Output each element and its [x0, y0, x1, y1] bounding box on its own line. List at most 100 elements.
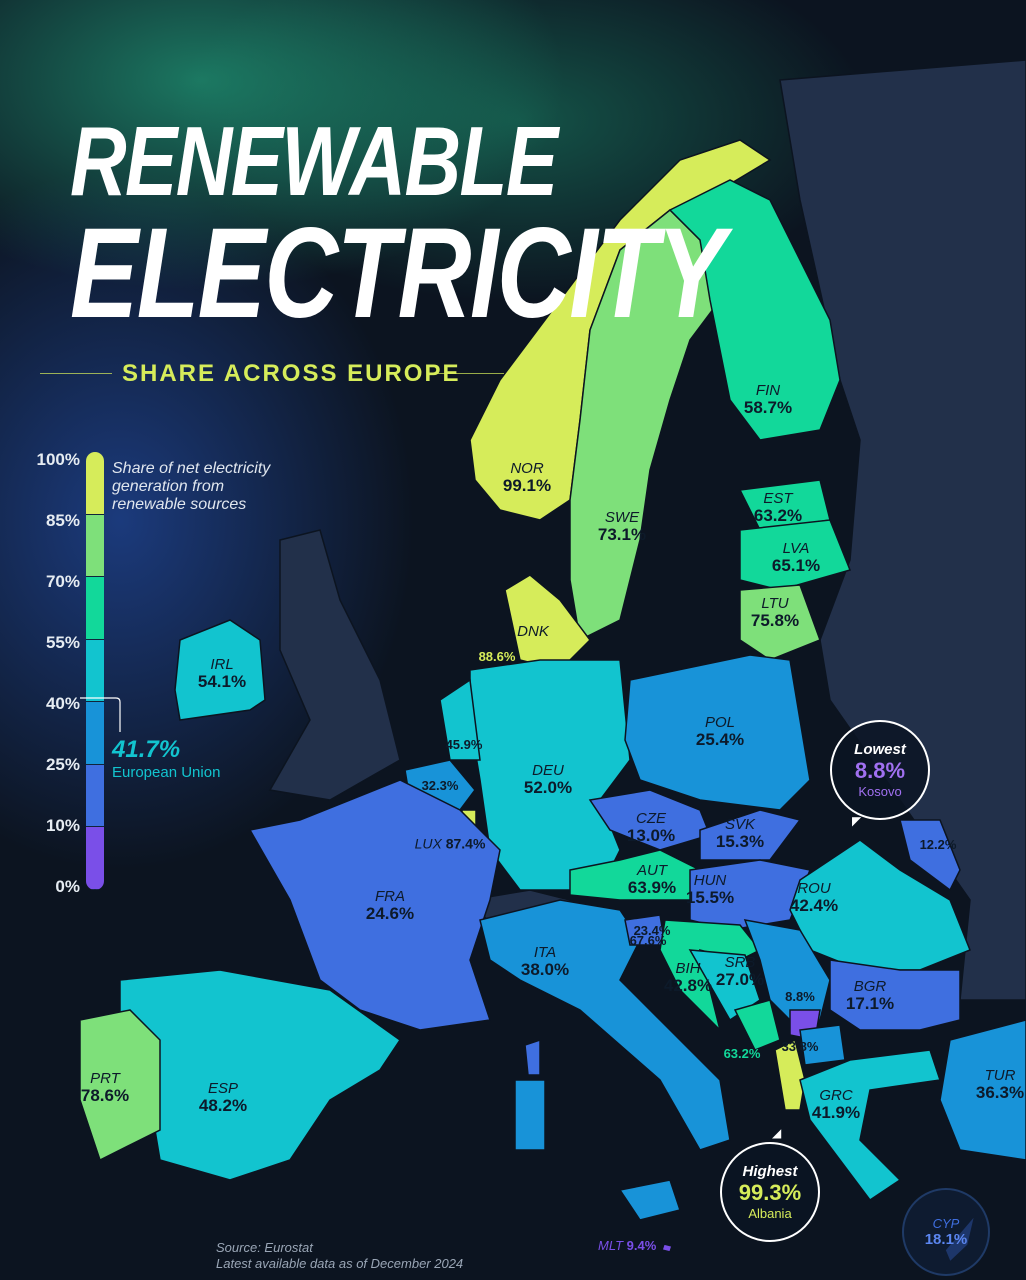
country-code: DEU	[532, 762, 564, 780]
country-value: 78.6%	[80, 1085, 130, 1105]
country-value: 36.3%	[975, 1082, 1025, 1102]
country-ltu	[739, 584, 821, 661]
country-value: 27.0%	[715, 969, 765, 989]
country-nld	[439, 678, 481, 761]
label-hrv: 67.6%	[629, 933, 667, 949]
country-code: FIN	[755, 382, 781, 400]
country-code: PRT	[90, 1070, 120, 1088]
label-mne: 63.2%	[723, 1046, 761, 1062]
mlt-value: 9.4%	[626, 1238, 657, 1253]
label-ita: ITA 38.0%	[521, 945, 569, 979]
legend-tick: 85%	[45, 511, 80, 530]
country-value: 13.0%	[626, 825, 676, 845]
source: Source: Eurostat Latest available data a…	[216, 1240, 463, 1272]
legend-color-bar	[86, 452, 104, 890]
label-tur: TUR 36.3%	[976, 1068, 1024, 1102]
label-lva: LVA 65.1%	[772, 541, 820, 575]
country-value: 73.1%	[597, 524, 647, 544]
legend-bin	[86, 577, 104, 640]
country-alb	[774, 1038, 806, 1111]
country-value: 15.5%	[685, 887, 735, 907]
subtitle-rule-left	[40, 373, 112, 374]
label-hun: HUN 15.5%	[686, 873, 734, 907]
country-code: EST	[763, 490, 793, 508]
country-code: LUX	[414, 835, 442, 852]
label-deu: DEU 52.0%	[524, 763, 572, 797]
country-swe	[569, 208, 721, 642]
country-value: 17.1%	[845, 993, 895, 1013]
eu-value: 41.7%	[112, 736, 181, 763]
country-code: TUR	[984, 1067, 1016, 1085]
country-code: FRA	[374, 888, 405, 906]
label-prt: PRT 78.6%	[81, 1071, 129, 1105]
country-mkd	[799, 1024, 846, 1066]
country-value: 41.9%	[811, 1102, 861, 1122]
country-code: SWE	[604, 509, 640, 527]
label-srb: SRB 27.0%	[716, 955, 764, 989]
country-bih	[688, 949, 761, 1022]
cyp-code: CYP	[932, 1216, 960, 1231]
legend-bin	[86, 514, 104, 578]
legend-description: Share of net electricity generation from…	[112, 460, 271, 513]
label-nld: 45.9%	[445, 737, 483, 753]
country-code: LTU	[761, 595, 789, 613]
country-code: CZE	[635, 810, 666, 828]
lowest-callout: Lowest 8.8% Kosovo	[830, 720, 930, 820]
country-mne	[733, 999, 781, 1051]
country-tur	[939, 1019, 1026, 1161]
country-value: 52.0%	[523, 777, 573, 797]
country-sic	[618, 1179, 681, 1221]
legend-tick: 100%	[36, 450, 80, 469]
country-value: 42.4%	[789, 895, 839, 915]
country-value: 38.0%	[520, 959, 570, 979]
legend-tick: 0%	[55, 877, 80, 896]
country-value: 58.7%	[743, 397, 793, 417]
legend-tick: 10%	[45, 816, 80, 835]
cyp-value: 18.1%	[924, 1231, 968, 1248]
country-value: 42.8%	[663, 975, 713, 995]
country-code: SRB	[724, 954, 756, 972]
country-grc	[799, 1049, 941, 1202]
label-fin: FIN 58.7%	[744, 383, 792, 417]
cyprus-inset: CYP 18.1%	[902, 1188, 990, 1276]
label-rou: ROU 42.4%	[790, 881, 838, 915]
label-dnk-value: 88.6%	[478, 649, 516, 665]
country-pol	[624, 654, 811, 811]
subtitle: SHARE ACROSS EUROPE	[122, 360, 461, 387]
country-value: 25.4%	[695, 729, 745, 749]
lowest-pointer-icon: ◤	[852, 814, 862, 828]
label-cze: CZE 13.0%	[627, 811, 675, 845]
country-prt	[79, 1009, 161, 1162]
country-code: ROU	[797, 880, 831, 898]
mlt-code: MLT	[598, 1238, 624, 1253]
country-hrv	[659, 919, 762, 1033]
label-xkx: 8.8%	[785, 989, 815, 1005]
label-lux: LUX 87.4%	[414, 835, 486, 852]
lowest-heading: Lowest	[854, 741, 906, 758]
country-ita	[479, 899, 731, 1151]
source-line1: Source: Eurostat	[216, 1240, 313, 1255]
eu-pointer-line	[80, 697, 121, 732]
highest-country: Albania	[748, 1206, 792, 1221]
country-code: POL	[704, 714, 736, 732]
country-value: 75.8%	[750, 610, 800, 630]
eu-label: European Union	[112, 764, 221, 781]
country-dnk	[504, 574, 591, 671]
legend-tick: 55%	[45, 633, 80, 652]
label-nor: NOR 99.1%	[503, 461, 551, 495]
country-value: 65.1%	[771, 555, 821, 575]
country-value: 87.4%	[445, 835, 486, 852]
label-mkd: 33.8%	[781, 1039, 819, 1055]
country-fra	[248, 779, 501, 1031]
highest-value: 99.3%	[738, 1180, 802, 1205]
country-code: ITA	[533, 944, 557, 962]
legend-tick: 70%	[45, 572, 80, 591]
legend-bin	[86, 452, 104, 515]
label-est: EST 63.2%	[754, 491, 802, 525]
country-code: LVA	[782, 540, 810, 558]
label-bgr: BGR 17.1%	[846, 979, 894, 1013]
country-code: BIH	[675, 960, 701, 978]
label-dnk: DNK	[517, 624, 549, 640]
country-svk	[699, 809, 802, 861]
label-svn: 23.4%	[633, 923, 671, 939]
